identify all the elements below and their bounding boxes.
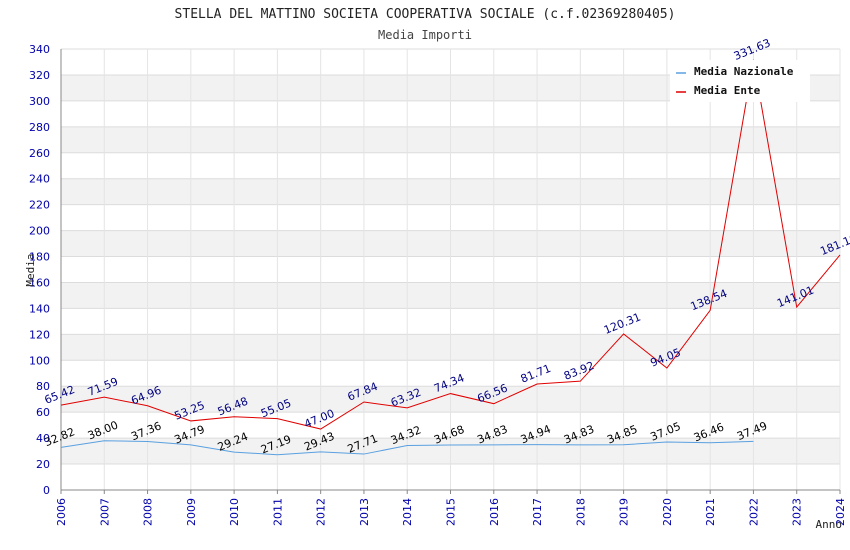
y-tick-label: 220 <box>29 199 50 212</box>
x-tick-label: 2020 <box>661 498 674 526</box>
x-tick-label: 2011 <box>271 498 284 526</box>
x-tick-label: 2009 <box>185 498 198 526</box>
series-lines <box>60 59 841 456</box>
y-tick-label: 200 <box>29 225 50 238</box>
y-tick-label: 260 <box>29 147 50 160</box>
x-axis-ticks: 2006 2007 2008 2009 2010 2011 2012 2013 2014 2015… <box>55 498 847 526</box>
x-tick-label: 2023 <box>791 498 804 526</box>
legend-box <box>670 60 810 102</box>
legend-label-nazionale: Media Nazionale <box>694 65 794 78</box>
x-axis-label: Anno <box>816 518 843 531</box>
y-tick-label: 140 <box>29 302 50 315</box>
x-tick-label: 2007 <box>98 498 111 526</box>
data-label: 120.31 <box>602 310 643 336</box>
x-tick-label: 2008 <box>142 498 155 526</box>
y-tick-label: 120 <box>29 328 50 341</box>
x-tick-label: 2021 <box>704 498 717 526</box>
series-line-nazionale <box>60 440 754 456</box>
y-tick-label: 0 <box>43 484 50 497</box>
y-tick-label: 60 <box>36 406 50 419</box>
y-axis-ticks: 0 20 40 60 80 100 120 140 160 180 200 220 240 260 280 3… <box>29 43 50 497</box>
chart-title: STELLA DEL MATTINO SOCIETA COOPERATIVA S… <box>175 7 676 22</box>
y-tick-label: 80 <box>36 380 50 393</box>
x-tick-label: 2018 <box>574 498 587 526</box>
y-tick-label: 100 <box>29 354 50 367</box>
y-tick-label: 340 <box>29 43 50 56</box>
x-tick-label: 2017 <box>531 498 544 526</box>
x-tick-label: 2019 <box>618 498 631 526</box>
x-tick-label: 2010 <box>228 498 241 526</box>
x-tick-label: 2024 <box>834 498 847 526</box>
axes <box>60 49 840 491</box>
x-tick-label: 2016 <box>488 498 501 526</box>
data-label: 331.63 <box>732 36 773 62</box>
y-tick-label: 40 <box>36 432 50 445</box>
legend-label-ente: Media Ente <box>694 84 761 97</box>
y-tick-label: 300 <box>29 95 50 108</box>
x-tick-label: 2014 <box>401 498 414 526</box>
y-tick-label: 320 <box>29 69 50 82</box>
data-label: 83.92 <box>562 359 596 383</box>
y-tick-label: 160 <box>29 276 50 289</box>
y-tick-label: 180 <box>29 251 50 264</box>
legend: Media Nazionale Media Ente <box>670 60 810 102</box>
chart-subtitle: Media Importi <box>378 28 472 42</box>
x-tick-label: 2006 <box>55 498 68 526</box>
x-tick-label: 2015 <box>445 498 458 526</box>
series-line-ente <box>60 59 841 430</box>
y-tick-label: 280 <box>29 121 50 134</box>
y-tick-label: 240 <box>29 173 50 186</box>
data-label: 81.71 <box>519 362 553 386</box>
x-tick-label: 2013 <box>358 498 371 526</box>
y-tick-label: 20 <box>36 458 50 471</box>
x-tick-label: 2022 <box>747 498 760 526</box>
x-tick-label: 2012 <box>315 498 328 526</box>
y-axis-label: Media <box>24 253 37 286</box>
